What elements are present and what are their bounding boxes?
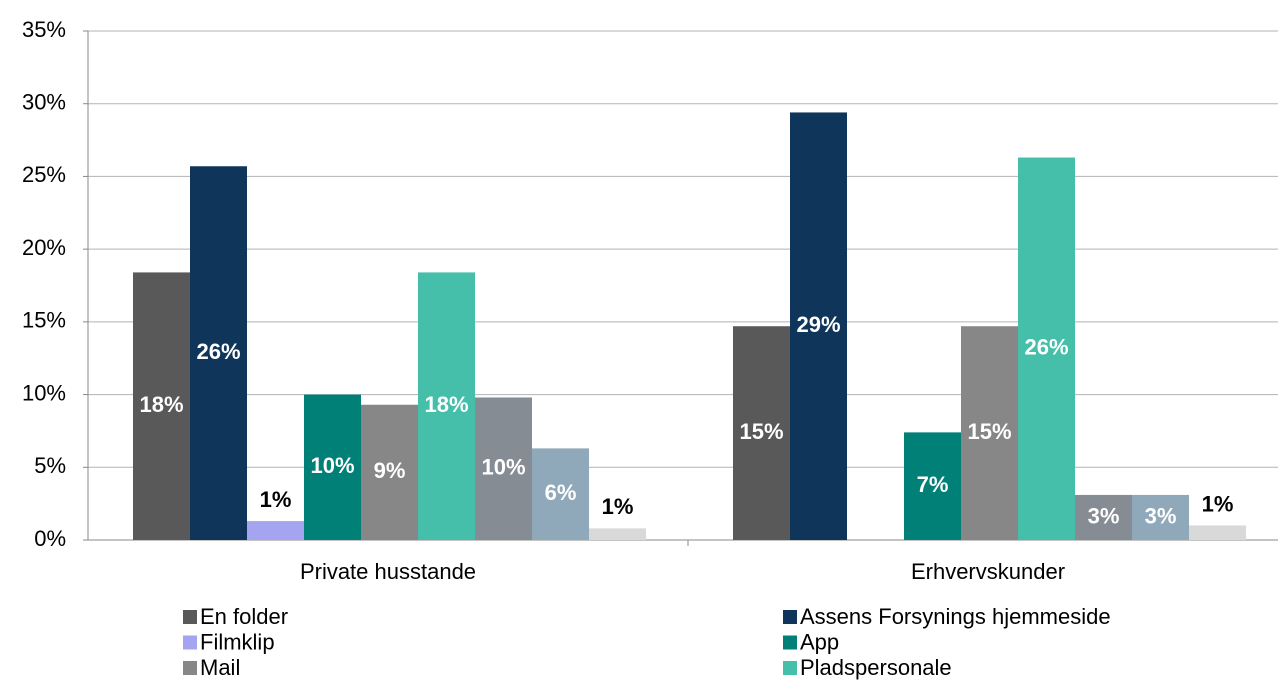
y-tick-label: 10% — [22, 380, 66, 405]
data-label: 3% — [1088, 503, 1120, 528]
bar — [1132, 494, 1189, 540]
data-label: 18% — [139, 392, 183, 417]
legend-label: Assens Forsynings hjemmeside — [800, 604, 1111, 629]
data-label: 3% — [1145, 503, 1177, 528]
bar — [304, 394, 361, 540]
y-tick-label: 30% — [22, 90, 66, 115]
y-tick-label: 35% — [22, 17, 66, 42]
y-tick-label: 15% — [22, 308, 66, 333]
y-tick-label: 5% — [34, 453, 66, 478]
legend-swatch — [783, 661, 797, 675]
data-label: 10% — [481, 455, 525, 480]
data-label: 18% — [424, 392, 468, 417]
bar — [790, 112, 847, 540]
x-tick-label: Private husstande — [300, 559, 476, 584]
data-label: 1% — [1202, 491, 1234, 516]
legend-swatch — [783, 635, 797, 650]
bar — [532, 448, 589, 540]
legend-label: Filmklip — [200, 629, 275, 654]
y-tick-label: 20% — [22, 235, 66, 260]
legend-swatch — [783, 610, 797, 624]
data-label: 15% — [739, 419, 783, 444]
bar — [475, 397, 532, 540]
bar — [904, 432, 961, 540]
data-label: 26% — [196, 339, 240, 364]
bar — [1075, 494, 1132, 540]
legend-label: App — [800, 629, 839, 654]
y-tick-label: 25% — [22, 162, 66, 187]
bar — [733, 326, 790, 540]
legend-label: Pladspersonale — [800, 655, 952, 680]
bar — [589, 528, 646, 540]
legend-swatch — [183, 635, 197, 650]
data-label: 9% — [374, 458, 406, 483]
data-label: 6% — [545, 480, 577, 505]
data-label: 10% — [310, 453, 354, 478]
bar — [961, 326, 1018, 540]
bar — [1018, 157, 1075, 540]
bar — [133, 272, 190, 540]
data-label: 1% — [260, 487, 292, 512]
bar — [1189, 525, 1246, 540]
legend-label: En folder — [200, 604, 288, 629]
bar — [361, 404, 418, 540]
data-label: 1% — [602, 494, 634, 519]
bar — [190, 166, 247, 540]
x-tick-label: Erhvervskunder — [911, 559, 1065, 584]
data-label: 29% — [796, 312, 840, 337]
data-label: 26% — [1024, 335, 1068, 360]
legend-swatch — [183, 661, 197, 675]
legend-label: Mail — [200, 655, 240, 680]
bar — [247, 521, 304, 540]
bar — [418, 272, 475, 540]
data-label: 15% — [967, 419, 1011, 444]
y-tick-label: 0% — [34, 526, 66, 551]
legend-swatch — [183, 610, 197, 624]
data-label: 7% — [917, 472, 949, 497]
